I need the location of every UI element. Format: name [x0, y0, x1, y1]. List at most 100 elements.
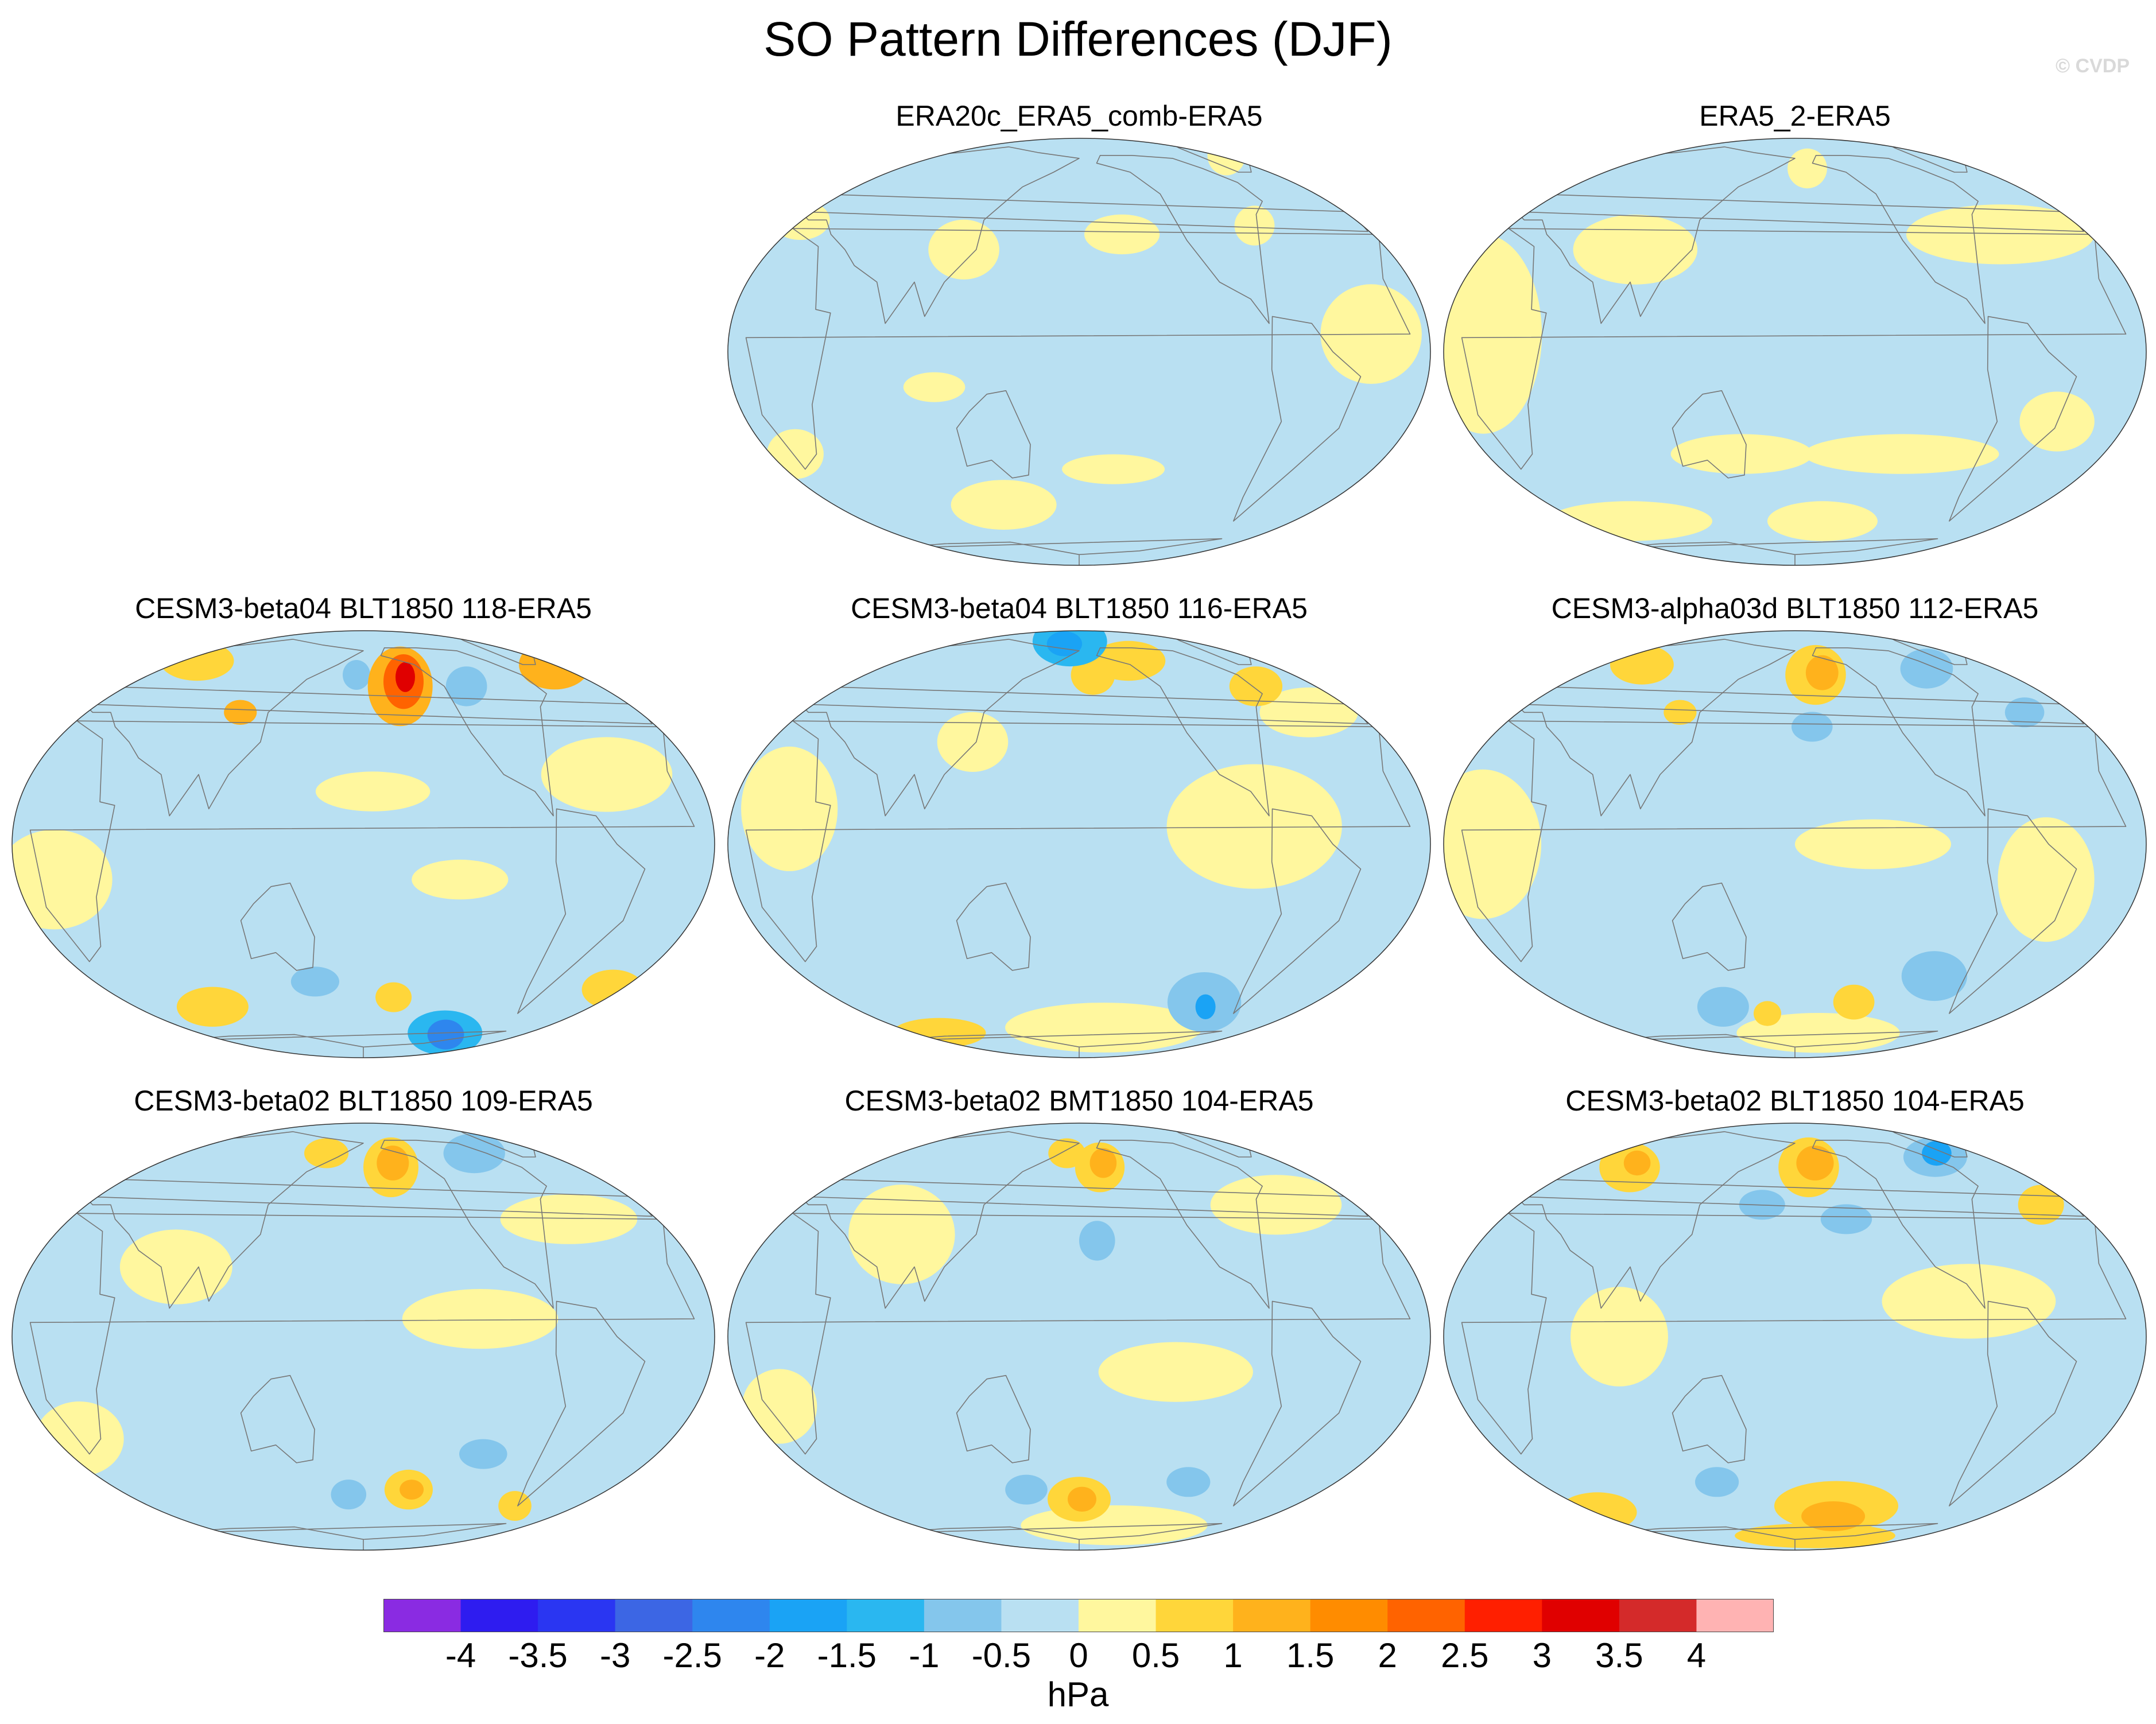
positive-anomaly	[937, 712, 1009, 772]
positive-anomaly	[498, 1491, 532, 1521]
colorbar-units: hPa	[1047, 1675, 1109, 1714]
coastline-south-america	[1232, 1300, 1362, 1506]
positive-anomaly	[1754, 1001, 1781, 1026]
coastline-australia	[1672, 390, 1747, 479]
map-background-field	[728, 138, 1430, 565]
positive-anomaly	[1229, 666, 1283, 706]
map-panel	[1443, 630, 2147, 1058]
panel-title-beta02-109: CESM3-beta02 BLT1850 109-ERA5	[134, 1085, 593, 1117]
positive-anomaly	[1833, 984, 1875, 1020]
negative-anomaly	[1695, 1467, 1739, 1497]
negative-anomaly	[1820, 1204, 1872, 1234]
panel-title-beta04-116: CESM3-beta04 BLT1850 116-ERA5	[851, 592, 1308, 624]
coastline-north-america	[1812, 1139, 1986, 1309]
colorbar-swatch	[1464, 1599, 1542, 1632]
positive-anomaly	[176, 987, 249, 1027]
negative-anomaly	[1195, 994, 1216, 1019]
positive-anomaly	[1207, 138, 1246, 176]
positive-anomaly	[1259, 687, 1358, 737]
negative-anomaly	[2004, 697, 2045, 728]
colorbar-tick-label: 3.5	[1595, 1636, 1643, 1675]
negative-anomaly	[1079, 1221, 1115, 1261]
positive-anomaly	[1444, 234, 1542, 434]
positive-anomaly	[1558, 1492, 1637, 1532]
negative-anomaly	[427, 1019, 464, 1050]
colorbar-tick-label: 1.5	[1286, 1636, 1335, 1675]
negative-anomaly	[1792, 712, 1833, 742]
map-panel	[11, 1123, 715, 1551]
positive-anomaly	[1805, 655, 1839, 690]
coastline-antarctica	[889, 1523, 1223, 1550]
map-border	[1443, 1123, 2147, 1551]
coastline-australia	[240, 1374, 315, 1463]
positive-anomaly	[1882, 1264, 2056, 1339]
positive-anomaly	[1062, 454, 1165, 484]
coastline-australia	[956, 1374, 1031, 1463]
positive-anomaly	[741, 746, 838, 871]
positive-anomaly	[1571, 1287, 1668, 1387]
positive-anomaly	[1795, 819, 1951, 869]
coastline-antarctica	[173, 1523, 507, 1550]
colorbar-swatch	[1155, 1599, 1234, 1632]
panel-title-era5-2: ERA5_2-ERA5	[1699, 100, 1891, 132]
positive-anomaly	[1623, 1150, 1651, 1176]
negative-anomaly	[1697, 987, 1749, 1027]
colorbar-tick-label: 0.5	[1131, 1636, 1180, 1675]
positive-anomaly	[400, 1480, 424, 1500]
positive-anomaly	[1444, 769, 1541, 919]
colorbar-tick-label: -1.5	[817, 1636, 877, 1675]
positive-anomaly	[1005, 1003, 1203, 1053]
positive-anomaly	[1801, 1501, 1866, 1531]
positive-anomaly	[1068, 1486, 1096, 1512]
colorbar	[383, 1599, 1774, 1632]
colorbar-swatch	[1001, 1599, 1079, 1632]
positive-anomaly	[35, 1401, 124, 1477]
coastline-australia	[1672, 1374, 1747, 1463]
colorbar-tick-label: -3	[600, 1636, 631, 1675]
colorbar-swatch	[847, 1599, 925, 1632]
positive-anomaly	[1663, 700, 1697, 725]
cvdp-credit: © CVDP	[2056, 55, 2130, 77]
map-panel	[11, 630, 715, 1058]
positive-anomaly	[402, 1289, 559, 1349]
colorbar-tick-label: -1	[909, 1636, 940, 1675]
negative-anomaly	[290, 966, 339, 997]
coastline-australia	[1672, 882, 1747, 971]
map-border	[1443, 630, 2147, 1058]
colorbar-tick-label: 1	[1223, 1636, 1243, 1675]
colorbar-tick-label: -3.5	[508, 1636, 568, 1675]
positive-anomaly	[581, 969, 645, 1009]
coastline-north-america	[1096, 647, 1270, 817]
positive-anomaly	[1767, 501, 1878, 541]
map-border	[11, 630, 715, 1058]
coastline-south-america	[1948, 1300, 2077, 1506]
coastline-australia	[956, 882, 1031, 971]
panel-title-bmt-104: CESM3-beta02 BMT1850 104-ERA5	[844, 1085, 1314, 1117]
coastline-north-america	[1096, 1139, 1270, 1309]
colorbar-swatch	[769, 1599, 847, 1632]
map-panel	[727, 138, 1431, 566]
negative-anomaly	[331, 1480, 367, 1510]
coastline-south-america	[1232, 316, 1362, 522]
positive-anomaly	[541, 737, 673, 812]
figure-title: SO Pattern Differences (DJF)	[763, 12, 1393, 66]
positive-anomaly	[395, 662, 415, 692]
positive-anomaly	[1735, 1523, 1895, 1548]
colorbar-swatch	[1079, 1599, 1157, 1632]
coastline-north-america	[1812, 154, 1986, 324]
positive-anomaly	[412, 859, 509, 900]
coastline-south-america	[517, 1300, 646, 1506]
positive-anomaly	[1098, 1342, 1253, 1402]
colorbar-swatch	[692, 1599, 770, 1632]
positive-anomaly	[1547, 501, 1712, 541]
positive-anomaly	[1234, 205, 1275, 246]
coastline-antarctica	[889, 1030, 1223, 1058]
negative-anomaly	[1901, 951, 1968, 1001]
panel-title-blt-104: CESM3-beta02 BLT1850 104-ERA5	[1565, 1085, 2025, 1117]
coastline-south-america	[1232, 808, 1362, 1014]
positive-anomaly	[1787, 148, 1827, 189]
colorbar-swatch	[1387, 1599, 1465, 1632]
panel-title-era20c: ERA20c_ERA5_comb-ERA5	[895, 100, 1263, 132]
map-panel	[1443, 1123, 2147, 1551]
negative-anomaly	[445, 666, 487, 706]
